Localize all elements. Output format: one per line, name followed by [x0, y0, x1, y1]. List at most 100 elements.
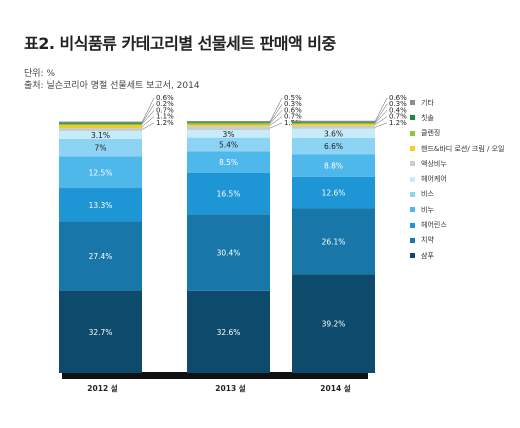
- bar-segment: [59, 121, 142, 124]
- legend-label: 기타: [421, 98, 434, 107]
- data-label: 0.3%: [389, 100, 407, 108]
- data-label: 0.2%: [156, 100, 174, 108]
- data-label: 0.5%: [284, 94, 302, 102]
- data-label: 32.7%: [89, 328, 113, 337]
- leader-line: [141, 122, 155, 130]
- legend-item: 비누: [410, 202, 504, 217]
- leader-line: [374, 116, 388, 126]
- leader-line: [269, 104, 283, 123]
- legend-swatch: [410, 176, 415, 182]
- legend-item: 기타: [410, 95, 504, 110]
- leader-line: [269, 122, 283, 129]
- legend-item: 액상비누: [410, 156, 504, 171]
- legend-label: 샴푸: [421, 251, 434, 260]
- bar-segment: [187, 172, 270, 215]
- data-label: 3.6%: [324, 129, 343, 138]
- leader-line: [269, 97, 283, 122]
- bar-segment: [187, 151, 270, 173]
- legend-swatch: [410, 253, 415, 259]
- data-label: 26.1%: [322, 237, 346, 246]
- bar-segment: [187, 124, 270, 127]
- bar-segment: [59, 131, 142, 139]
- bar-segment: [292, 137, 375, 155]
- leader-line: [374, 110, 388, 124]
- data-label: 7%: [95, 144, 107, 153]
- bar-segment: [59, 188, 142, 222]
- bar-segment: [59, 138, 142, 157]
- bar-segment: [292, 176, 375, 209]
- bar-segment: [59, 156, 142, 189]
- legend-item: 치약: [410, 233, 504, 248]
- bar-segment: [187, 123, 270, 125]
- data-label: 1.2%: [389, 119, 407, 127]
- x-tick-label: 2012 설: [87, 383, 117, 393]
- legend-label: 비누: [421, 205, 434, 214]
- bar-segment: [292, 120, 375, 123]
- bar-segment: [59, 290, 142, 373]
- leader-line: [141, 116, 155, 127]
- legend-item: 헤어케어: [410, 171, 504, 186]
- data-label: 12.5%: [89, 168, 113, 177]
- data-label: 3.1%: [91, 131, 110, 140]
- bar-segment: [292, 124, 375, 126]
- legend-label: 비스: [421, 190, 434, 199]
- legend-swatch: [410, 237, 415, 243]
- bar-segment: [187, 122, 270, 124]
- data-label: 39.2%: [322, 320, 346, 329]
- leader-line: [269, 110, 283, 124]
- legend-label: 클렌징: [421, 129, 441, 138]
- bar-segment: [292, 128, 375, 138]
- data-label: 5.4%: [219, 140, 238, 149]
- chart-title: 표2. 비식품류 카테고리별 선물세트 판매액 비중: [24, 34, 336, 53]
- legend-swatch: [410, 191, 415, 197]
- bar-segment: [292, 208, 375, 275]
- legend-item: 헤어린스: [410, 217, 504, 232]
- bar-segment: [292, 274, 375, 373]
- legend-item: 비스: [410, 187, 504, 202]
- legend-item: 칫솔: [410, 110, 504, 125]
- bar-segment: [292, 125, 375, 129]
- legend-swatch: [410, 161, 415, 167]
- legend-swatch: [410, 100, 415, 106]
- bar-segment: [59, 128, 142, 132]
- x-tick-label: 2014 설: [320, 383, 350, 393]
- bar-segment: [59, 125, 142, 129]
- legend-swatch: [410, 115, 415, 121]
- data-label: 0.7%: [389, 113, 407, 121]
- legend-label: 헤어케어: [421, 175, 447, 184]
- data-label: 1.2%: [156, 119, 174, 127]
- bar-segment: [59, 123, 142, 124]
- leader-line: [141, 97, 155, 123]
- data-label: 30.4%: [217, 249, 241, 258]
- leader-line: [374, 97, 388, 122]
- data-label: 8.5%: [219, 158, 238, 167]
- legend-swatch: [410, 130, 415, 136]
- legend-label: 칫솔: [421, 113, 434, 122]
- bar-segment: [187, 137, 270, 152]
- bar-segment: [187, 130, 270, 138]
- data-label: 32.6%: [217, 328, 241, 337]
- data-label: 0.7%: [284, 113, 302, 121]
- legend-label: 액상비누: [421, 159, 447, 168]
- data-label: 27.4%: [89, 252, 113, 261]
- leader-line: [374, 104, 388, 123]
- legend-swatch: [410, 222, 415, 228]
- legend-label: 치약: [421, 236, 434, 245]
- bar-segment: [59, 123, 142, 126]
- legend: 기타 칫솔 클렌징 핸드&바디 로션/ 크림 / 오일 액상비누 헤어케어 비스 비누 헤어린스…: [410, 95, 504, 263]
- leader-line: [374, 122, 388, 128]
- data-label: 12.6%: [322, 189, 346, 198]
- bar-segment: [59, 221, 142, 291]
- bar-segment: [187, 126, 270, 131]
- data-label: 8.8%: [324, 162, 343, 171]
- bar-segment: [187, 214, 270, 291]
- bar-segment: [187, 290, 270, 373]
- unit-label: 단위: %: [24, 69, 56, 79]
- data-label: 0.6%: [389, 94, 407, 102]
- source-label: 출처: 닐슨코리아 명절 선물세트 보고서, 2014: [24, 81, 200, 91]
- legend-item: 샴푸: [410, 248, 504, 263]
- x-tick-label: 2013 설: [215, 383, 245, 393]
- legend-swatch: [410, 146, 415, 152]
- data-label: 0.3%: [284, 100, 302, 108]
